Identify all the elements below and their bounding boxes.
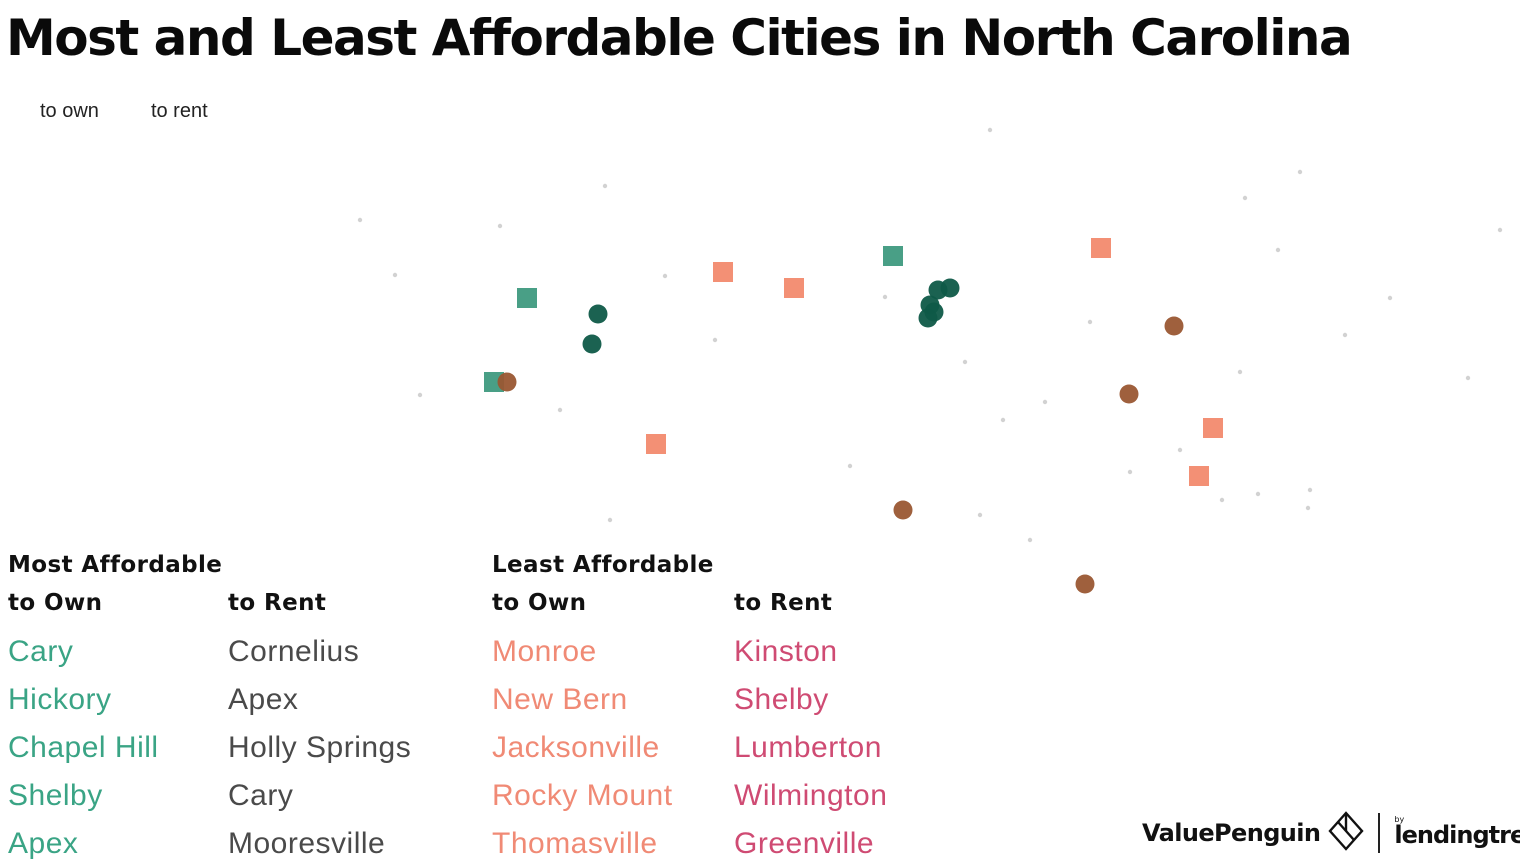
basemap-dot <box>1237 369 1243 375</box>
basemap-dot <box>1087 319 1093 325</box>
basemap-dot <box>1342 332 1348 338</box>
basemap-dot <box>1387 295 1393 301</box>
least-own-heading: to Own <box>492 590 587 616</box>
city-dot-marker <box>928 280 948 300</box>
basemap-dot <box>1275 247 1281 253</box>
list-item: Cary <box>8 635 74 668</box>
city-square-marker <box>713 262 733 282</box>
list-item: Holly Springs <box>228 731 412 764</box>
legend: to own to rent <box>40 100 208 123</box>
city-dot-marker <box>497 372 517 392</box>
city-dot-marker <box>924 302 944 322</box>
basemap-dot <box>882 294 888 300</box>
basemap-dot <box>662 273 668 279</box>
basemap-dot <box>392 272 398 278</box>
basemap-dot <box>1297 169 1303 175</box>
basemap-dot <box>962 359 968 365</box>
basemap-dot <box>1465 375 1471 381</box>
lendingtree-by-text: by <box>1394 815 1405 824</box>
basemap-dot <box>712 337 718 343</box>
city-dot-marker <box>1075 574 1095 594</box>
city-square-marker <box>1203 418 1223 438</box>
least-affordable-own-list: Monroe New Bern Jacksonville Rocky Mount… <box>492 628 673 868</box>
lendingtree-logo: by lendingtree <box>1394 815 1520 849</box>
list-item: Wilmington <box>734 779 888 812</box>
least-affordable-rent-list: Kinston Shelby Lumberton Wilmington Gree… <box>734 628 887 868</box>
city-dot-marker <box>588 304 608 324</box>
most-rent-heading: to Rent <box>228 590 327 616</box>
list-item: Cornelius <box>228 635 360 668</box>
basemap-dot <box>1000 417 1006 423</box>
city-dot-marker <box>1119 384 1139 404</box>
legend-rent-label: to rent <box>150 100 208 122</box>
basemap-dot <box>987 127 993 133</box>
least-affordable-heading: Least Affordable <box>492 552 714 578</box>
list-item: Lumberton <box>734 731 882 764</box>
basemap-dot <box>1305 505 1311 511</box>
lendingtree-logo-text: lendingtree <box>1394 821 1520 849</box>
basemap-dot <box>557 407 563 413</box>
list-item: Kinston <box>734 635 838 668</box>
city-dot-marker <box>1164 316 1184 336</box>
list-item: Greenville <box>734 827 875 860</box>
city-square-marker <box>1091 238 1111 258</box>
city-markers <box>484 238 1223 594</box>
brand-footer: ValuePenguin by lendingtree <box>1142 808 1520 858</box>
basemap-dot <box>1242 195 1248 201</box>
city-square-marker <box>646 434 666 454</box>
basemap-dot <box>417 392 423 398</box>
list-item: Hickory <box>8 683 112 716</box>
list-item: Jacksonville <box>492 731 660 764</box>
brand-divider <box>1378 813 1381 853</box>
list-item: Apex <box>8 827 79 860</box>
basemap-dot <box>602 183 608 189</box>
most-affordable-rent-list: Cornelius Apex Holly Springs Cary Moores… <box>228 628 411 868</box>
basemap-dot-grid <box>357 127 1503 543</box>
basemap-dot <box>607 517 613 523</box>
basemap-dot <box>1177 447 1183 453</box>
city-square-marker <box>1189 466 1209 486</box>
valuepenguin-diamond-icon <box>1328 811 1364 855</box>
city-square-marker <box>784 278 804 298</box>
valuepenguin-logo-text: ValuePenguin <box>1142 819 1321 847</box>
most-own-heading: to Own <box>8 590 103 616</box>
list-item: Mooresville <box>228 827 386 860</box>
city-dot-marker <box>893 500 913 520</box>
most-affordable-heading: Most Affordable <box>8 552 223 578</box>
basemap-dot <box>847 463 853 469</box>
list-item: Apex <box>228 683 299 716</box>
basemap-dot <box>1219 497 1225 503</box>
list-item: Cary <box>228 779 294 812</box>
list-item: Monroe <box>492 635 597 668</box>
least-rent-heading: to Rent <box>734 590 833 616</box>
basemap-dot <box>1497 227 1503 233</box>
basemap-dot <box>1042 399 1048 405</box>
basemap-dot <box>1127 469 1133 475</box>
list-item: Rocky Mount <box>492 779 673 812</box>
most-affordable-own-list: Cary Hickory Chapel Hill Shelby Apex <box>8 628 159 868</box>
list-item: Chapel Hill <box>8 731 159 764</box>
basemap-dot <box>497 223 503 229</box>
list-item: Shelby <box>8 779 103 812</box>
basemap-dot <box>357 217 363 223</box>
city-square-marker <box>517 288 537 308</box>
basemap-dot <box>1255 491 1261 497</box>
list-item: Shelby <box>734 683 829 716</box>
list-item: Thomasville <box>492 827 658 860</box>
city-dot-marker <box>582 334 602 354</box>
basemap-dot <box>1027 537 1033 543</box>
city-square-marker <box>883 246 903 266</box>
page-title: Most and Least Affordable Cities in Nort… <box>6 9 1353 67</box>
list-item: New Bern <box>492 683 628 716</box>
basemap-dot <box>977 512 983 518</box>
basemap-dot <box>1307 487 1313 493</box>
legend-own-label: to own <box>40 100 99 122</box>
